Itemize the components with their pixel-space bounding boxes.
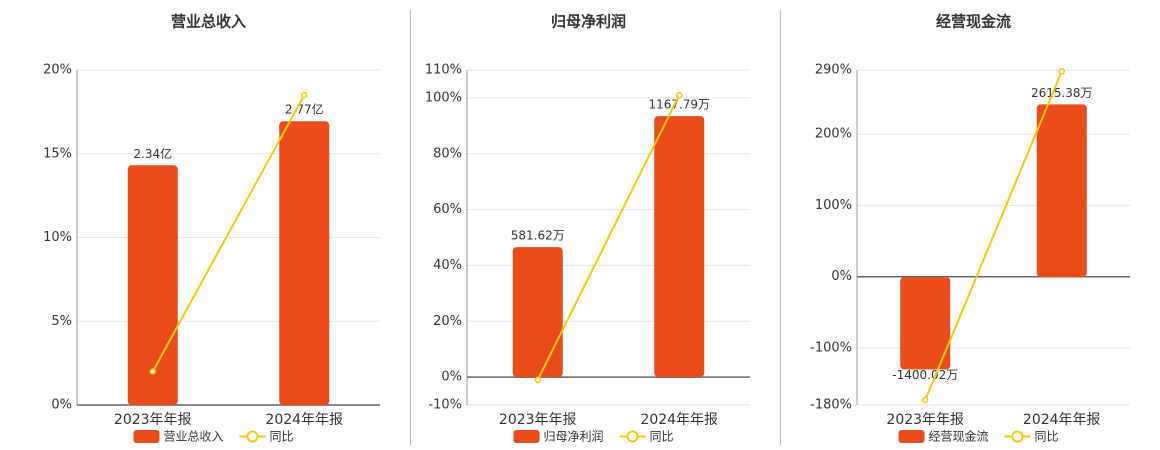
bar [1036,104,1087,278]
legend-label: 经营现金流 [929,429,989,444]
y-tick-label: 5% [51,314,72,329]
bar [127,165,178,405]
x-tick-label: 2024年年报 [265,412,343,428]
line [536,94,681,381]
legend-swatch [898,430,925,443]
chart-title: 归母净利润 [551,13,626,31]
y-tick-label: 200% [815,127,852,142]
y-tick-label: 290% [815,63,852,78]
chart-title: 经营现金流 [936,13,1011,31]
legend-swatch [513,430,540,443]
bar [654,116,705,378]
legend-swatch [246,430,259,443]
bar [279,121,330,406]
x-tick-label: 2024年年报 [640,412,718,428]
y-tick-label: -180% [810,398,852,413]
y-tick-label: 100% [815,198,852,213]
data-label: -1400.02万 [892,368,958,382]
data-label: 2.34亿 [133,146,172,161]
legend-label: 营业总收入 [164,430,224,444]
y-tick-label: 20% [43,63,72,78]
data-label: 2.77亿 [285,102,324,117]
data-label: 1167.79万 [648,98,710,112]
y-tick-label: 60% [433,202,462,217]
x-tick-label: 2023年年报 [886,412,964,428]
y-tick-label: 0% [831,269,852,284]
y-tick-label: -10% [428,398,462,413]
line-point [534,376,541,384]
legend-label: 同比 [1035,430,1059,444]
y-tick-label: 10% [43,230,72,245]
y-tick-label: 80% [433,146,462,161]
y-tick-label: 40% [433,258,462,273]
line [151,94,306,372]
x-tick-label: 2023年年报 [499,412,577,428]
line-point [149,368,156,375]
bar [512,247,563,378]
line-point [1058,68,1065,75]
data-label: 2615.38万 [1031,86,1093,100]
chart-title: 营业总收入 [171,13,246,31]
y-tick-label: 0% [441,370,462,385]
legend-swatch [1011,430,1024,443]
y-tick-label: 0% [51,398,72,413]
legend-label: 归母净利润 [544,430,604,444]
y-tick-label: -100% [810,340,852,355]
y-tick-label: 100% [425,90,462,105]
x-tick-label: 2024年年报 [1023,412,1101,428]
line-point [676,91,683,99]
y-tick-label: 20% [433,314,462,329]
legend-swatch [626,430,639,443]
legend-label: 同比 [270,430,294,444]
y-tick-label: 15% [43,146,72,161]
bar [900,277,951,370]
line-point [301,91,308,99]
legend-label: 同比 [650,430,674,444]
legend-swatch [133,430,160,443]
line-point [922,396,929,404]
line [924,71,1063,401]
data-label: 581.62万 [511,229,565,243]
x-tick-label: 2023年年报 [114,412,192,428]
y-tick-label: 110% [425,63,462,78]
